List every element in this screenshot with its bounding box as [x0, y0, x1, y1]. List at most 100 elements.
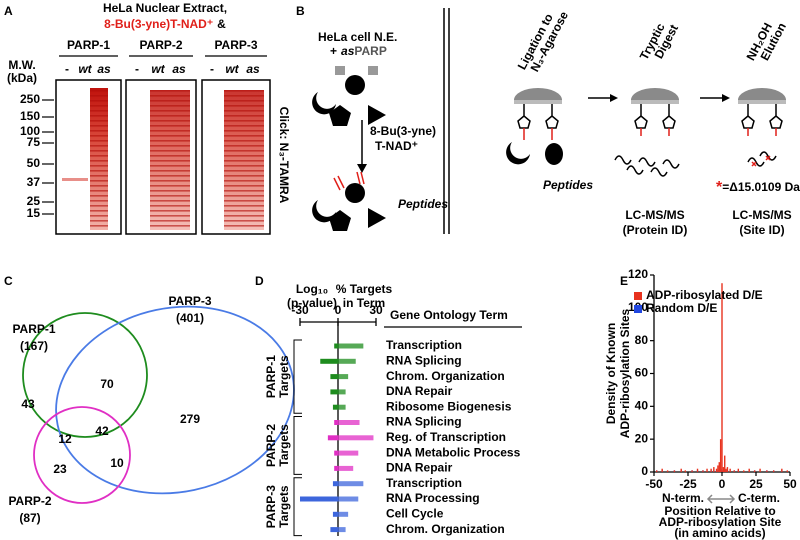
protein-pentagon — [329, 210, 351, 231]
x-tick-label: -50 — [645, 477, 663, 491]
lane-label: wt — [78, 62, 92, 76]
axis-label: (kDa) — [7, 71, 37, 85]
protein-crescent — [312, 200, 336, 223]
scheme-left — [312, 66, 386, 231]
label: Peptides — [543, 178, 593, 192]
y-tick-label: 80 — [635, 333, 649, 347]
title-part: & — [217, 17, 226, 31]
y-tick-label: 120 — [628, 267, 648, 281]
title: HeLa Nuclear Extract, — [103, 1, 227, 15]
term-label: Chrom. Organization — [386, 522, 505, 536]
bar — [702, 470, 704, 472]
lane-label: - — [135, 62, 139, 76]
bar — [332, 404, 338, 410]
term-label: Transcription — [386, 476, 462, 490]
bar — [729, 468, 731, 472]
venn — [22, 305, 295, 504]
bar — [320, 358, 338, 364]
bar — [332, 511, 338, 517]
lane-label: - — [65, 62, 69, 76]
mw-marker: 250 — [20, 92, 40, 106]
bar — [330, 389, 338, 395]
x-tick-label: -30 — [291, 303, 309, 317]
group-bracket — [293, 477, 302, 537]
x-axis-label: (in amino acids) — [674, 526, 765, 540]
enzyme-square — [368, 66, 378, 75]
x-tick-label: 50 — [783, 477, 797, 491]
lane-label: as — [172, 62, 186, 76]
panel-letter: C — [4, 274, 13, 288]
bar — [666, 470, 669, 472]
y-tick-label: 20 — [635, 431, 649, 445]
x-axis-label: Position Relative to — [664, 504, 775, 518]
panel-letter: B — [296, 4, 305, 18]
mw-marker: 25 — [27, 194, 41, 208]
bar — [334, 420, 338, 425]
axis-title: Log₁₀ — [296, 282, 328, 296]
protein-pentagon — [329, 105, 351, 126]
term-label: DNA Repair — [386, 461, 453, 475]
bar — [338, 358, 356, 364]
region-count: 43 — [21, 397, 35, 411]
region-count: 12 — [58, 432, 72, 446]
region-count: 279 — [180, 412, 200, 426]
bar — [338, 527, 346, 533]
label: + asPARP — [330, 44, 387, 58]
x-tick-label: 30 — [369, 303, 383, 317]
term-label: Ribosome Biogenesis — [386, 399, 512, 413]
term-label: DNA Repair — [386, 384, 453, 398]
bar — [338, 343, 364, 349]
legend-swatch — [634, 292, 642, 300]
gel-title: PARP-1 — [67, 38, 110, 52]
x-tick-label: 0 — [335, 303, 342, 317]
bar — [338, 481, 364, 487]
y-tick-label: 60 — [635, 366, 649, 380]
bar — [781, 468, 783, 472]
panel-letter: E — [620, 274, 628, 288]
bead — [738, 88, 786, 167]
bar — [338, 465, 354, 471]
mw-marker: 37 — [27, 175, 41, 189]
gel-band — [62, 178, 88, 181]
set-name: PARP-2 — [8, 494, 51, 508]
bar — [753, 470, 756, 472]
venn-circle — [22, 312, 148, 438]
protein-circle — [345, 75, 365, 95]
group-label: Targets — [277, 355, 291, 398]
protein-circle — [345, 183, 365, 203]
bar — [786, 470, 788, 472]
group-label: PARP-1 — [264, 355, 278, 398]
term-label: Transcription — [386, 338, 462, 352]
bar — [717, 465, 719, 472]
bar — [673, 470, 676, 472]
y-tick-label: 40 — [635, 399, 649, 413]
lane-label: as — [246, 62, 260, 76]
lane-label: wt — [151, 62, 165, 76]
side-label: Click: N₃-TAMRA — [277, 107, 291, 204]
mw-marker: 150 — [20, 109, 40, 123]
bar — [713, 467, 715, 472]
lane-label: wt — [225, 62, 239, 76]
group-label: PARP-3 — [264, 485, 278, 528]
bar — [338, 389, 346, 395]
axis-title: in Term — [343, 296, 385, 310]
output-label: LC-MS/MS — [625, 208, 684, 222]
y-axis-label: ADP-ribosylation Sites — [618, 308, 632, 438]
y-axis-label: Density of Known — [604, 323, 618, 424]
bar — [327, 435, 338, 441]
bar — [684, 470, 686, 472]
term-label: RNA Splicing — [386, 353, 462, 367]
label: *=Δ15.0109 Da — [716, 179, 800, 196]
mw-marker: 100 — [20, 124, 40, 138]
x-axis-label: ADP-ribosylation Site — [659, 515, 782, 529]
bar — [680, 468, 682, 472]
bar — [718, 462, 720, 472]
gel-bands — [150, 90, 190, 230]
bar — [766, 470, 768, 472]
bar — [706, 468, 708, 472]
bar — [710, 468, 712, 472]
bar — [772, 470, 775, 472]
